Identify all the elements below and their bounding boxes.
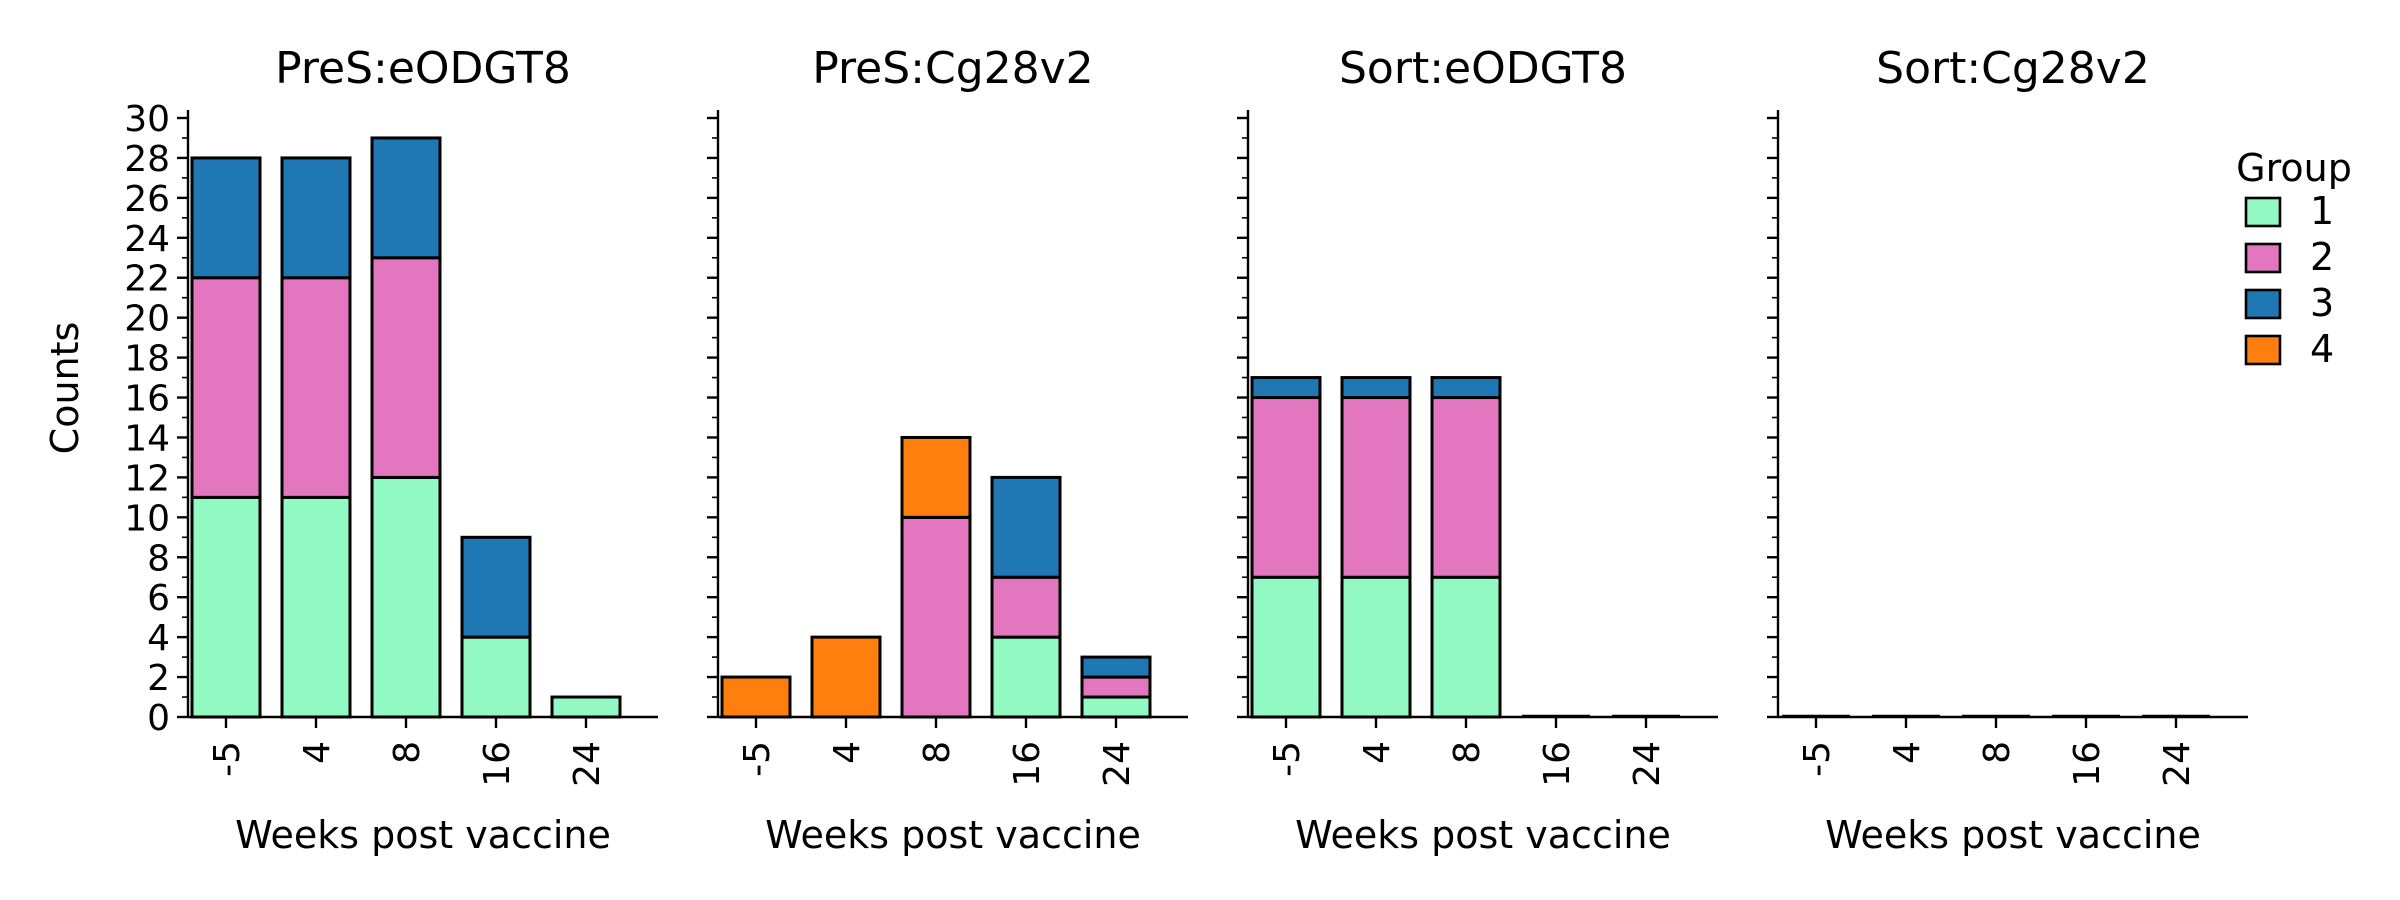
x-axis-label: Weeks post vaccine [765, 813, 1141, 857]
x-tick-label: 8 [387, 741, 428, 764]
x-tick-label: 24 [1627, 741, 1668, 787]
x-tick-label: -5 [207, 741, 248, 777]
legend-item: 1 [2244, 189, 2334, 233]
legend-title: Group [2236, 146, 2352, 190]
bar-segment-group-3 [1340, 376, 1412, 400]
x-tick-label: 4 [297, 741, 338, 764]
bar-segment-group-1 [1340, 575, 1412, 719]
bar-segment-group-2 [1430, 396, 1502, 579]
x-tick-label: 8 [1977, 741, 2018, 764]
bar-segment-group-3 [460, 535, 532, 639]
legend-label: 2 [2310, 235, 2334, 279]
y-tick-label: 22 [124, 259, 170, 300]
bar-segment-group-1 [370, 475, 442, 719]
bar-segment-group-2 [1250, 396, 1322, 579]
x-tick-label: 8 [1447, 741, 1488, 764]
x-axis-label: Weeks post vaccine [1825, 813, 2201, 857]
bar-segment-group-1 [1430, 575, 1502, 719]
bar-segment-group-2 [900, 515, 972, 719]
panel-title: PreS:eODGT8 [275, 43, 571, 94]
legend-swatch [2244, 334, 2282, 366]
y-tick-label: 14 [124, 418, 170, 459]
y-tick-label: 2 [147, 658, 170, 699]
bar-segment-group-2 [1340, 396, 1412, 579]
x-tick-label: 4 [1357, 741, 1398, 764]
x-tick-label: 16 [477, 741, 518, 787]
x-tick-label: -5 [1267, 741, 1308, 777]
x-axis-label: Weeks post vaccine [1295, 813, 1671, 857]
bar-segment-group-4 [720, 675, 792, 719]
y-tick-label: 8 [147, 538, 170, 579]
y-axis-label: Counts [43, 322, 87, 455]
x-tick-label: 4 [1887, 741, 1928, 764]
bar-segment-group-3 [990, 475, 1062, 579]
x-tick-label: 24 [567, 741, 608, 787]
legend-swatch [2244, 196, 2282, 228]
bar-segment-group-4 [900, 435, 972, 519]
x-tick-label: 4 [827, 741, 868, 764]
x-tick-label: -5 [1797, 741, 1838, 777]
legend-label: 3 [2310, 281, 2334, 325]
bar-segment-group-1 [1080, 695, 1152, 719]
panel-title: PreS:Cg28v2 [812, 43, 1093, 94]
bar-segment-group-3 [280, 156, 352, 280]
y-tick-label: 20 [124, 299, 170, 340]
bar-segment-group-2 [280, 276, 352, 499]
y-tick-label: 18 [124, 339, 170, 380]
x-tick-label: 16 [2067, 741, 2108, 787]
legend-item: 4 [2244, 327, 2334, 371]
panel-title: Sort:eODGT8 [1339, 43, 1627, 94]
x-tick-label: 16 [1007, 741, 1048, 787]
bar-segment-group-1 [280, 495, 352, 719]
y-tick-label: 24 [124, 219, 170, 260]
y-tick-label: 12 [124, 458, 170, 499]
bar-segment-group-4 [810, 635, 882, 719]
bar-segment-group-2 [190, 276, 262, 499]
legend-label: 4 [2310, 327, 2334, 371]
y-tick-label: 30 [124, 99, 170, 140]
bar-segment-group-1 [1250, 575, 1322, 719]
x-tick-label: 24 [1097, 741, 1138, 787]
bar-segment-group-1 [190, 495, 262, 719]
bar-segment-group-1 [460, 635, 532, 719]
bar-segment-group-3 [1080, 655, 1152, 679]
x-tick-label: 24 [2157, 741, 2198, 787]
y-tick-label: 10 [124, 498, 170, 539]
x-axis-label: Weeks post vaccine [235, 813, 611, 857]
legend-swatch [2244, 288, 2282, 320]
panel-title: Sort:Cg28v2 [1876, 43, 2150, 94]
bar-segment-group-3 [1250, 376, 1322, 400]
y-tick-label: 0 [147, 698, 170, 739]
y-tick-label: 16 [124, 379, 170, 420]
panel: -5 4 8 16 24 Sort:eODGT8 Weeks post vaccine [1237, 43, 1718, 857]
y-tick-label: 4 [147, 618, 170, 659]
y-tick-label: 26 [124, 179, 170, 220]
bar-segment-group-1 [550, 695, 622, 719]
bar-segment-group-2 [990, 575, 1062, 639]
y-tick-label: 6 [147, 578, 170, 619]
legend-swatch [2244, 242, 2282, 274]
panel: -5 4 8 16 24 Sort:Cg28v2 Weeks post vaccine [1767, 43, 2248, 857]
legend-label: 1 [2310, 189, 2334, 233]
x-tick-label: 16 [1537, 741, 1578, 787]
bar-segment-group-2 [1080, 675, 1152, 699]
panel: -5 4 8 16 24 PreS:Cg28v2 Weeks post vaccine [707, 43, 1188, 857]
bar-segment-group-1 [990, 635, 1062, 719]
legend-item: 2 [2244, 235, 2334, 279]
bar-segment-group-3 [370, 136, 442, 260]
y-tick-label: 28 [124, 139, 170, 180]
bar-segment-group-2 [370, 256, 442, 479]
x-tick-label: -5 [737, 741, 778, 777]
bar-segment-group-3 [1430, 376, 1502, 400]
bar-segment-group-3 [190, 156, 262, 280]
x-tick-label: 8 [917, 741, 958, 764]
legend-item: 3 [2244, 281, 2334, 325]
